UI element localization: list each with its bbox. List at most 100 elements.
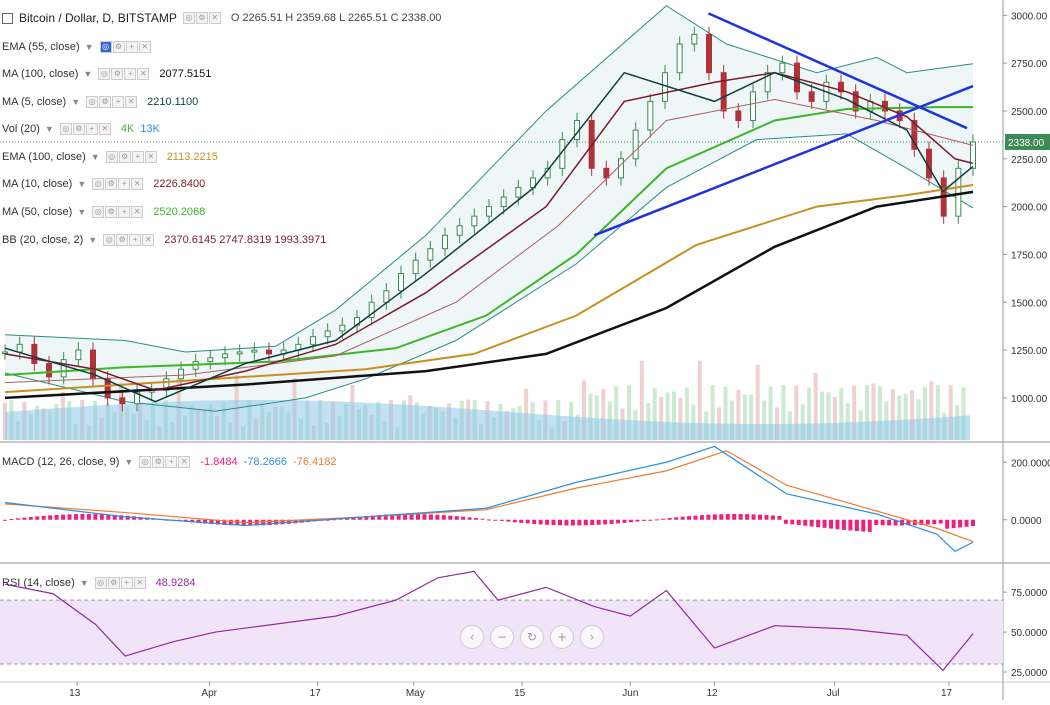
macd-histogram-bar: [603, 519, 608, 525]
price-tick-label: 3000.00: [1011, 11, 1048, 22]
candle-body: [735, 110, 742, 122]
volume-average-area: [5, 400, 970, 440]
legend-rsi[interactable]: RSI (14, close) ▼ ◎ ⚙ + ✕ 48.9284: [2, 577, 196, 589]
macd-histogram-bar: [758, 514, 763, 520]
pane-toggle-icon[interactable]: [2, 12, 13, 24]
candle-body: [706, 33, 712, 74]
legend-ma50[interactable]: MA (50, close) ▼ ◎ ⚙ + ✕ 2520.2068: [2, 206, 206, 218]
legend-ma100[interactable]: MA (100, close) ▼ ◎ ⚙ + ✕ 2077.5151: [2, 68, 212, 80]
x-tick-label: Jul: [827, 688, 840, 699]
candle-body: [486, 206, 492, 217]
volume-bar: [672, 391, 677, 440]
rsi-line: [4, 570, 974, 672]
macd-histogram-bar: [919, 519, 924, 525]
macd-histogram-bar: [35, 516, 40, 520]
candle-body: [456, 225, 463, 236]
price-tick-label: 1500.00: [1011, 298, 1048, 309]
candle-body: [178, 368, 184, 380]
macd-histogram-bar: [738, 514, 743, 520]
legend-buttons[interactable]: ◎ ⚙ ✕: [182, 12, 221, 24]
zoom-in-button[interactable]: +: [550, 625, 574, 649]
scroll-right-button[interactable]: ›: [580, 625, 604, 649]
candle-body: [398, 273, 404, 292]
macd-histogram-bar: [196, 519, 201, 524]
macd-histogram-bar: [538, 519, 543, 525]
macd-histogram-bar: [325, 519, 330, 521]
legend-bb[interactable]: BB (20, close, 2) ▼ ◎ ⚙ + ✕ 2370.6145 2747.8…: [2, 234, 327, 246]
macd-histogram-bar: [564, 519, 569, 526]
macd-histogram-bar: [951, 519, 956, 529]
legend-ema55[interactable]: EMA (55, close) ▼ ◎ ⚙ + ✕: [2, 40, 155, 54]
macd-histogram-bar: [674, 517, 679, 520]
volume-bar: [749, 394, 754, 440]
candle-body: [427, 248, 434, 261]
macd-histogram-bar: [622, 519, 627, 523]
macd-histogram-bar: [706, 514, 711, 520]
scroll-left-button[interactable]: ‹: [460, 625, 484, 649]
macd-histogram-bar: [712, 514, 717, 520]
macd-histogram-bar: [971, 519, 975, 527]
macd-histogram-bar: [396, 514, 401, 520]
candle-body: [339, 324, 346, 332]
macd-histogram-bar: [493, 519, 498, 521]
candle-body: [383, 290, 390, 303]
macd-histogram-bar: [648, 519, 653, 521]
trendline-resistance: [707, 12, 968, 130]
legend-vol[interactable]: Vol (20) ▼ ◎ ⚙ + ✕ 4K 13K: [2, 123, 160, 135]
macd-histogram-bar: [461, 516, 466, 520]
macd-histogram-bar: [280, 519, 285, 525]
volume-bar: [742, 394, 747, 440]
macd-histogram-bar: [215, 519, 220, 525]
candle-body: [442, 234, 448, 250]
macd-histogram-bar: [364, 515, 369, 520]
zoom-out-button[interactable]: −: [490, 625, 514, 649]
macd-histogram-bar: [54, 514, 59, 520]
macd-histogram-bar: [777, 516, 782, 520]
ma10-line: [4, 71, 974, 392]
volume-bar: [614, 386, 619, 440]
macd-histogram-bar: [783, 519, 788, 524]
candle-body: [266, 349, 272, 355]
volume-bar: [684, 387, 689, 440]
volume-bar: [890, 389, 895, 440]
volume-bar: [723, 386, 728, 440]
volume-bar: [774, 407, 779, 440]
legend-ma10[interactable]: MA (10, close) ▼ ◎ ⚙ + ✕ 2226.8400: [2, 178, 206, 190]
legend-ema100[interactable]: EMA (100, close) ▼ ◎ ⚙ + ✕ 2113.2215: [2, 151, 218, 163]
macd-histogram-bar: [93, 514, 98, 520]
volume-bar: [755, 364, 760, 440]
candle-body: [618, 158, 624, 179]
macd-histogram-bar: [228, 519, 233, 526]
macd-histogram-bar: [661, 518, 666, 520]
macd-histogram-bar: [41, 515, 46, 520]
volume-bar: [865, 385, 870, 440]
macd-histogram-bar: [441, 515, 446, 520]
macd-histogram-bar: [235, 519, 240, 526]
volume-bar: [729, 400, 734, 440]
macd-histogram-bar: [616, 519, 621, 524]
x-tick-label: 17: [941, 688, 953, 699]
macd-histogram-bar: [628, 519, 633, 523]
volume-bar: [813, 372, 818, 440]
ma100-line: [4, 190, 974, 400]
ohlc-readout: O 2265.51 H 2359.68 L 2265.51 C 2338.00: [230, 12, 442, 24]
macd-histogram-bar: [945, 519, 950, 529]
candle-body: [324, 330, 331, 338]
candle-body: [2, 351, 8, 354]
price-tick-label: 1000.00: [1011, 394, 1048, 405]
macd-histogram-bar: [680, 516, 685, 520]
candle-body: [970, 141, 976, 169]
ema100-line: [4, 184, 974, 394]
legend-macd[interactable]: MACD (12, 26, close, 9) ▼ ◎ ⚙ + ✕ -1.8484 -7…: [2, 456, 337, 468]
legend-ma5[interactable]: MA (5, close) ▼ ◎ ⚙ + ✕ 2210.1100: [2, 96, 199, 108]
volume-bar: [762, 400, 767, 440]
candle-body: [647, 100, 654, 131]
macd-histogram-bar: [667, 518, 672, 520]
candle-body: [412, 259, 419, 275]
macd-histogram-bar: [809, 519, 814, 527]
macd-tick-label: 200.0000: [1011, 458, 1050, 469]
reset-button[interactable]: ↻: [520, 625, 544, 649]
x-tick-label: Apr: [201, 688, 217, 699]
